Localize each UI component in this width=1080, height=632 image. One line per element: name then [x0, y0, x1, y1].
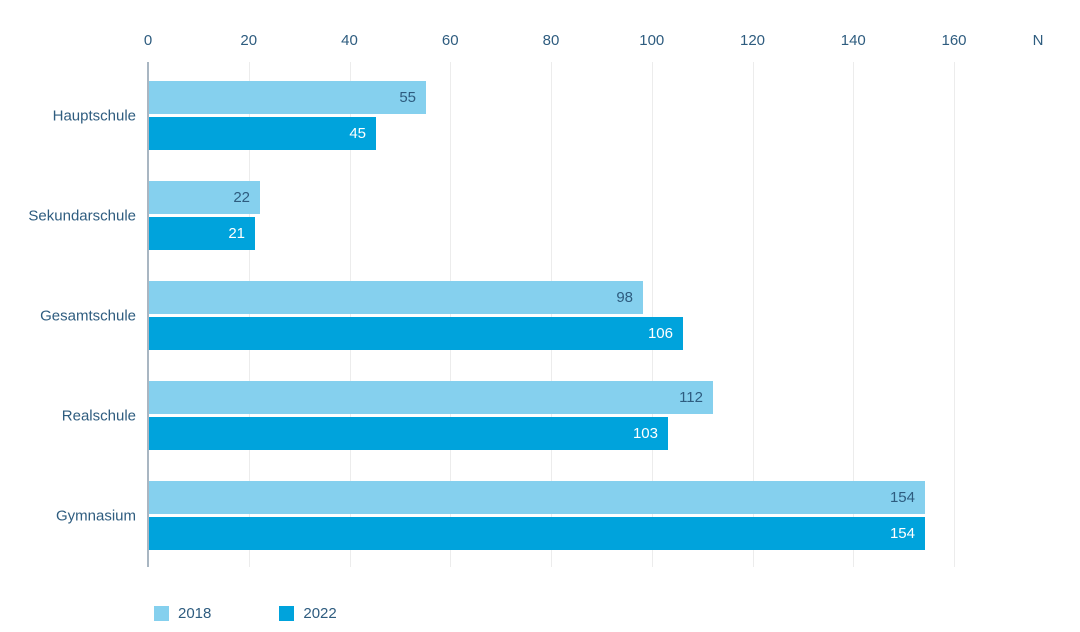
x-axis-tick-label: 40 — [341, 32, 358, 49]
bar-2022-gymnasium: 154 — [149, 517, 925, 550]
bar-2022-sekundarschule: 21 — [149, 217, 255, 250]
bar-value-label: 154 — [889, 525, 915, 542]
x-axis-tick-label: 80 — [542, 32, 560, 49]
gridline — [954, 62, 955, 567]
legend-swatch — [154, 606, 169, 621]
legend-label: 2018 — [178, 605, 212, 622]
bar-value-label: 98 — [616, 289, 633, 306]
x-axis-tick-label: 20 — [240, 32, 258, 49]
gridline — [752, 62, 754, 567]
gridline — [651, 62, 653, 567]
bar-2018-realschule: 112 — [149, 381, 713, 414]
category-label: Gymnasium — [55, 507, 136, 524]
category-label: Sekundarschule — [28, 207, 136, 224]
gridline — [551, 62, 552, 567]
bar-2018-sekundarschule: 22 — [149, 181, 260, 214]
bar-2022-realschule: 103 — [149, 417, 668, 450]
gridline — [853, 62, 855, 567]
bar-value-label: 45 — [349, 125, 366, 142]
bar-value-label: 112 — [679, 389, 703, 406]
category-label: Hauptschule — [52, 107, 136, 124]
bar-2018-hauptschule: 55 — [149, 81, 426, 114]
bar-2018-gymnasium: 154 — [149, 481, 925, 514]
category-label: Realschule — [61, 407, 136, 424]
bar-value-label: 106 — [647, 325, 673, 342]
x-axis-tick-label: 60 — [441, 32, 459, 49]
gridline — [248, 62, 250, 567]
legend-label: 2022 — [303, 605, 337, 622]
x-axis-tick-label: 0 — [143, 32, 153, 49]
legend-item-2022: 2022 — [279, 605, 337, 622]
x-axis-tick-label: 160 — [941, 32, 967, 49]
bar-2018-gesamtschule: 98 — [149, 281, 643, 314]
bar-2022-hauptschule: 45 — [149, 117, 376, 150]
gridline — [450, 62, 452, 567]
bar-value-label: 55 — [399, 89, 416, 106]
y-axis-line — [147, 62, 149, 567]
bar-value-label: 21 — [228, 225, 245, 242]
bar-value-label: 154 — [889, 489, 915, 506]
x-axis-tick-label: 100 — [639, 32, 665, 49]
x-axis-tick-label: 140 — [840, 32, 866, 49]
bar-value-label: 103 — [632, 425, 658, 442]
bar-2022-gesamtschule: 106 — [149, 317, 683, 350]
legend-item-2018: 2018 — [154, 605, 211, 622]
x-axis-tick-label: 120 — [739, 32, 766, 49]
category-label: Gesamtschule — [40, 307, 136, 324]
axis-unit-label: N — [1032, 32, 1044, 49]
legend-swatch — [279, 606, 295, 621]
gridline — [349, 62, 351, 567]
legend: 2018 2022 — [154, 605, 337, 622]
bar-value-label: 22 — [233, 189, 250, 206]
